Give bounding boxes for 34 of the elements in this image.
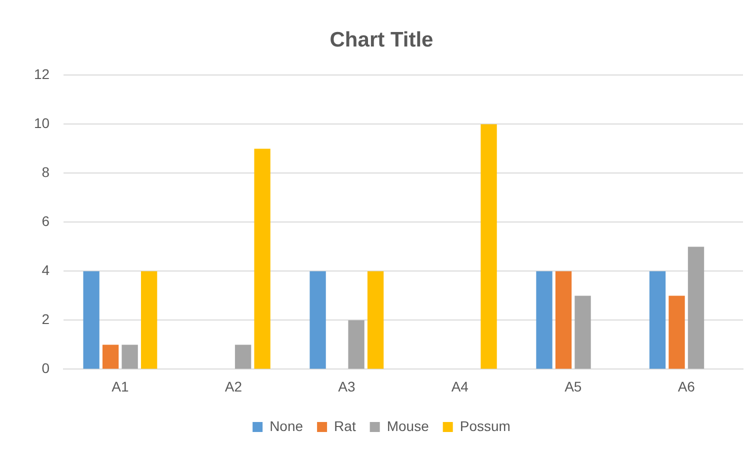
- x-tick-label: A6: [678, 378, 696, 394]
- bar: [555, 271, 572, 369]
- bar: [348, 320, 364, 369]
- bar: [668, 296, 685, 369]
- bar: [574, 296, 591, 369]
- bar: [649, 271, 666, 369]
- bar: [122, 344, 138, 369]
- chart-title: Chart Title: [330, 28, 434, 52]
- bar: [480, 124, 497, 369]
- y-tick-label: 6: [42, 213, 50, 230]
- x-tick-label: A4: [451, 378, 469, 394]
- x-tick-label: A2: [224, 378, 242, 394]
- x-tick-label: A5: [564, 378, 582, 394]
- y-tick-label: 8: [42, 164, 50, 180]
- bar: [234, 344, 252, 369]
- x-tick-label: A1: [112, 378, 129, 394]
- bar: [254, 148, 270, 369]
- bar: [102, 344, 119, 369]
- x-tick-label: A3: [338, 378, 356, 394]
- legend-label: None: [270, 418, 304, 434]
- legend-label: Possum: [460, 418, 510, 434]
- legend-label: Rat: [334, 418, 356, 434]
- y-tick-label: 0: [42, 360, 50, 376]
- y-tick-label: 4: [42, 262, 50, 278]
- bar: [367, 271, 384, 369]
- bar: [536, 271, 552, 369]
- y-tick-label: 2: [42, 311, 50, 328]
- y-tick-label: 10: [34, 115, 50, 132]
- bar: [140, 271, 158, 369]
- bar: [688, 246, 704, 369]
- bar: [83, 271, 100, 369]
- y-tick-label: 12: [34, 66, 50, 82]
- legend-label: Mouse: [386, 418, 430, 434]
- bar: [310, 271, 326, 369]
